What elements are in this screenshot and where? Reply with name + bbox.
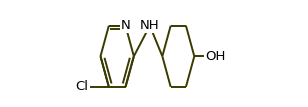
Text: OH: OH (205, 50, 226, 63)
Text: N: N (121, 19, 130, 32)
Text: NH: NH (140, 19, 160, 32)
Text: Cl: Cl (76, 80, 89, 93)
